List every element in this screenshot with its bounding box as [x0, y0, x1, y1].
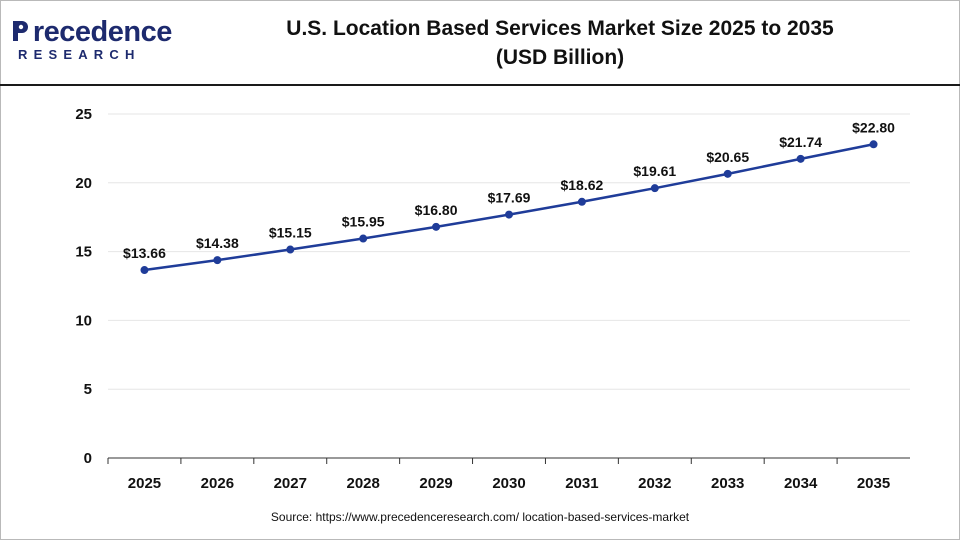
logo-wordmark: Precedence — [14, 16, 173, 48]
data-label: $15.95 — [342, 214, 385, 230]
gridlines — [108, 113, 910, 390]
x-tick-label: 2031 — [565, 475, 598, 492]
x-tick-label: 2025 — [128, 475, 161, 492]
data-label: $18.62 — [560, 177, 603, 193]
x-tick-label: 2033 — [711, 475, 744, 492]
data-point — [505, 210, 513, 219]
y-tick-label: 10 — [75, 312, 92, 329]
chart-title: U.S. Location Based Services Market Size… — [240, 14, 880, 72]
data-label: $21.74 — [779, 134, 822, 150]
data-point — [140, 266, 149, 275]
data-label: $17.69 — [488, 190, 531, 206]
data-point — [869, 140, 878, 149]
header-divider — [0, 84, 960, 86]
data-point — [432, 222, 441, 231]
x-tick-label: 2027 — [274, 475, 307, 492]
x-tick-label: 2032 — [638, 475, 671, 492]
data-label: $16.80 — [415, 202, 458, 218]
data-label: $20.65 — [706, 149, 749, 165]
logo-subtitle: RESEARCH — [18, 47, 141, 62]
data-point — [796, 154, 805, 163]
y-tick-label: 15 — [75, 244, 92, 261]
y-tick-label: 0 — [84, 450, 92, 467]
x-tick-label: 2030 — [492, 475, 525, 492]
data-labels: $13.66 $14.38 $15.15 $15.95 $16.80 $17.69 $18.… — [123, 119, 895, 261]
x-tick-label: 2029 — [419, 475, 452, 492]
data-point — [213, 256, 222, 265]
x-tick-label: 2035 — [857, 475, 890, 492]
data-point — [286, 245, 295, 254]
data-label: $22.80 — [852, 119, 895, 135]
logo-wordmark-rest: recedence — [32, 16, 173, 48]
x-tick-label: 2028 — [346, 475, 379, 492]
data-point — [577, 197, 586, 206]
data-point — [359, 234, 368, 243]
data-label: $19.61 — [633, 163, 676, 179]
data-point — [650, 184, 659, 193]
y-tick-label: 5 — [84, 381, 92, 398]
data-point — [723, 169, 732, 178]
y-tick-label: 20 — [75, 175, 92, 192]
logo-pin-icon — [13, 21, 28, 41]
source-note: Source: https://www.precedenceresearch.c… — [270, 510, 690, 524]
data-label: $15.15 — [269, 225, 312, 241]
data-label: $14.38 — [196, 235, 239, 251]
x-tick-label: 2034 — [784, 475, 818, 492]
chart-title-line2: (USD Billion) — [495, 46, 625, 69]
data-label: $13.66 — [123, 245, 166, 261]
x-tick-label: 2026 — [201, 475, 234, 492]
y-tick-label: 25 — [75, 106, 92, 123]
header: Precedence RESEARCH U.S. Location Based … — [0, 0, 960, 86]
chart-title-line1: U.S. Location Based Services Market Size… — [286, 17, 834, 40]
data-points — [140, 140, 878, 275]
brand-logo: Precedence RESEARCH — [13, 14, 172, 64]
